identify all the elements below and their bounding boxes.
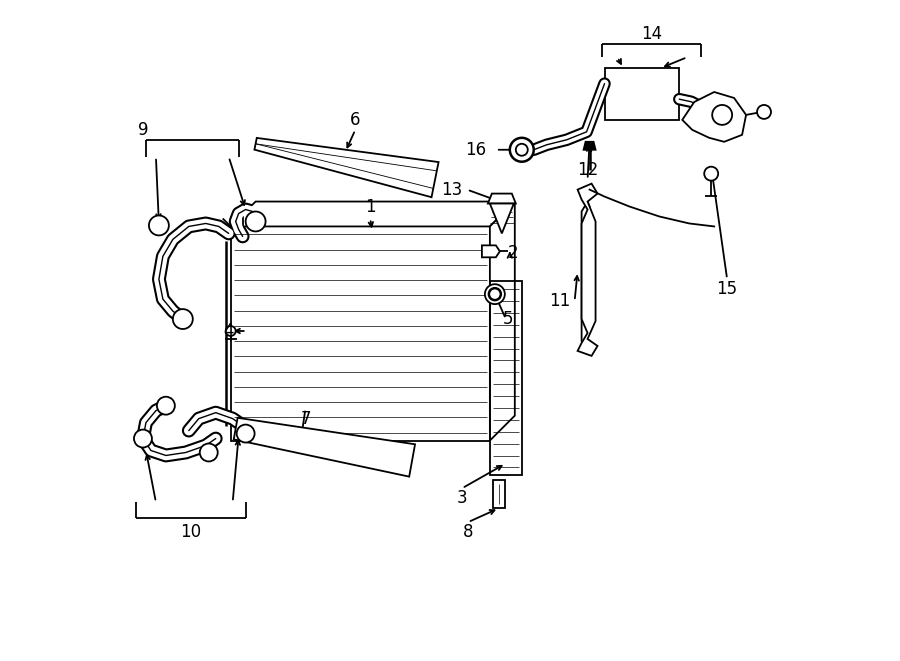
Circle shape bbox=[148, 215, 169, 235]
Polygon shape bbox=[234, 418, 415, 477]
Polygon shape bbox=[490, 202, 515, 440]
Circle shape bbox=[173, 309, 193, 329]
Text: 16: 16 bbox=[465, 141, 487, 159]
Text: 12: 12 bbox=[577, 161, 598, 178]
Circle shape bbox=[489, 288, 500, 300]
Text: 6: 6 bbox=[350, 111, 361, 129]
Circle shape bbox=[516, 144, 527, 156]
Circle shape bbox=[157, 397, 175, 414]
Text: 8: 8 bbox=[463, 523, 473, 541]
Polygon shape bbox=[230, 202, 515, 227]
Text: 9: 9 bbox=[138, 121, 148, 139]
Text: 2: 2 bbox=[508, 245, 518, 262]
Circle shape bbox=[712, 105, 732, 125]
Circle shape bbox=[134, 430, 152, 447]
Circle shape bbox=[757, 105, 771, 119]
Polygon shape bbox=[682, 92, 746, 142]
Circle shape bbox=[246, 212, 266, 231]
Circle shape bbox=[200, 444, 218, 461]
Text: 14: 14 bbox=[641, 25, 662, 43]
Circle shape bbox=[237, 424, 255, 442]
Text: 11: 11 bbox=[549, 292, 571, 310]
Polygon shape bbox=[255, 138, 438, 197]
Polygon shape bbox=[488, 194, 516, 204]
Text: 5: 5 bbox=[502, 310, 513, 328]
Circle shape bbox=[704, 167, 718, 180]
Circle shape bbox=[509, 137, 534, 162]
Text: 15: 15 bbox=[716, 280, 738, 298]
Circle shape bbox=[226, 326, 236, 336]
Text: 1: 1 bbox=[364, 198, 375, 215]
Polygon shape bbox=[578, 184, 598, 356]
Text: 7: 7 bbox=[301, 410, 310, 428]
Text: 4: 4 bbox=[223, 322, 234, 340]
Text: 10: 10 bbox=[180, 523, 202, 541]
Text: 13: 13 bbox=[441, 180, 463, 198]
Polygon shape bbox=[490, 204, 514, 233]
Text: 3: 3 bbox=[456, 489, 467, 507]
Polygon shape bbox=[482, 245, 500, 257]
Circle shape bbox=[485, 284, 505, 304]
Polygon shape bbox=[583, 142, 596, 150]
